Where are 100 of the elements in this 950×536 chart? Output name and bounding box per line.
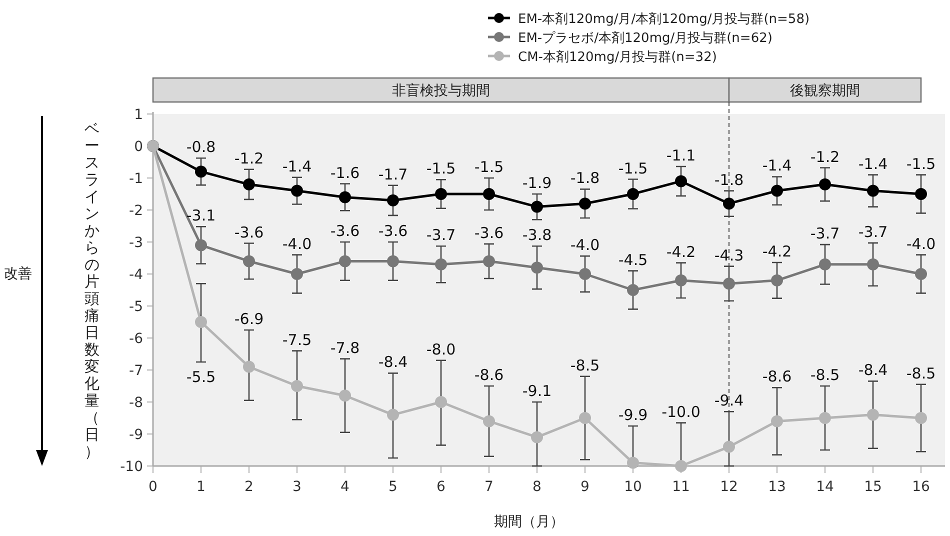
point <box>915 412 927 424</box>
x-tick-label: 0 <box>148 479 158 495</box>
data-label: -4.5 <box>618 250 648 269</box>
data-label: -3.6 <box>330 222 360 240</box>
x-tick-label: 3 <box>292 479 302 495</box>
data-label: -8.0 <box>426 340 456 358</box>
point <box>291 268 303 280</box>
legend-label: CM-本剤120mg/月投与群(n=32) <box>518 50 717 65</box>
y-tick-label: -3 <box>129 235 143 251</box>
data-label: -8.5 <box>570 356 600 374</box>
point <box>195 316 207 328</box>
x-tick-label: 4 <box>340 479 350 495</box>
y-tick-label: -10 <box>120 459 143 475</box>
point <box>531 262 543 274</box>
point <box>867 408 879 421</box>
data-label: -7.5 <box>282 330 312 349</box>
y-tick-label: -2 <box>129 203 143 219</box>
data-label: -7.8 <box>330 338 360 357</box>
x-tick-label: 10 <box>624 479 642 495</box>
point <box>243 255 255 268</box>
text: 後観察期間 <box>790 83 860 99</box>
data-label: -3.6 <box>378 222 408 240</box>
x-tick-label: 13 <box>768 479 786 495</box>
data-label: -1.2 <box>810 148 840 166</box>
point <box>771 274 783 286</box>
data-label: -4.0 <box>282 234 312 253</box>
point <box>819 178 831 190</box>
data-label: -1.5 <box>426 160 456 178</box>
data-label: -1.1 <box>666 146 696 164</box>
point <box>579 198 591 210</box>
data-label: -8.4 <box>378 353 408 372</box>
x-tick-label: 9 <box>580 479 590 495</box>
point <box>195 239 207 252</box>
point <box>915 268 927 280</box>
point <box>819 412 831 424</box>
point <box>435 396 447 408</box>
data-label: -1.5 <box>906 154 936 173</box>
x-tick-label: 8 <box>532 479 542 495</box>
x-tick-label: 7 <box>484 479 494 495</box>
data-label: -1.5 <box>474 158 504 176</box>
y-tick-label: -6 <box>129 331 144 347</box>
point <box>243 360 255 373</box>
legend-label: EM-プラセボ/本剤120mg/月投与群(n=62) <box>518 31 772 46</box>
text: 改善 <box>4 265 32 282</box>
point <box>723 198 735 210</box>
point <box>867 184 879 197</box>
x-tick-label: 16 <box>912 479 930 495</box>
point <box>387 255 399 268</box>
point <box>483 188 495 200</box>
point <box>675 460 687 472</box>
data-label: -8.5 <box>906 364 936 382</box>
data-label: -1.8 <box>714 170 744 189</box>
data-label: -1.2 <box>234 149 264 168</box>
data-label: -4.2 <box>666 242 696 261</box>
data-label: -3.7 <box>810 224 840 243</box>
data-label: -3.6 <box>474 224 504 242</box>
data-label: -1.4 <box>282 157 312 176</box>
data-label: -6.9 <box>234 310 264 328</box>
point <box>291 184 303 197</box>
data-label: -4.3 <box>714 246 744 264</box>
y-tick-label: -8 <box>129 395 143 411</box>
y-tick-label: -4 <box>129 267 144 283</box>
point <box>915 188 927 200</box>
point <box>339 255 351 268</box>
data-label: -1.5 <box>618 159 648 178</box>
point <box>771 184 783 197</box>
x-tick-label: 1 <box>196 479 206 495</box>
point <box>627 284 639 296</box>
point <box>435 188 447 200</box>
point <box>627 456 639 469</box>
data-label: -5.5 <box>186 368 216 386</box>
point <box>195 166 207 178</box>
data-label: -3.6 <box>234 223 264 242</box>
point <box>387 408 399 421</box>
point <box>675 175 687 188</box>
y-tick-label: 1 <box>134 107 143 123</box>
point <box>867 258 879 270</box>
data-label: -1.8 <box>570 169 600 188</box>
point <box>531 431 543 444</box>
y-tick-label: -5 <box>129 299 143 315</box>
point <box>243 178 255 190</box>
x-tick-label: 2 <box>244 479 254 495</box>
data-label: -9.9 <box>618 406 648 424</box>
data-label: -1.9 <box>522 174 552 192</box>
x-tick-label: 6 <box>436 479 446 495</box>
data-label: -3.1 <box>186 206 216 225</box>
point <box>291 380 303 392</box>
data-label: -3.7 <box>426 226 456 244</box>
legend-label: EM-本剤120mg/月/本剤120mg/月投与群(n=58) <box>518 12 810 27</box>
point <box>723 440 735 453</box>
point <box>339 390 351 402</box>
y-tick-label: -9 <box>129 427 143 443</box>
data-label: -3.7 <box>858 222 888 241</box>
point <box>483 415 495 428</box>
x-tick-label: 11 <box>672 479 690 495</box>
data-label: -4.0 <box>906 234 936 253</box>
point <box>627 188 639 200</box>
data-label: -1.4 <box>858 154 888 173</box>
x-tick-label: 14 <box>816 479 834 495</box>
data-label: -8.6 <box>762 368 792 386</box>
